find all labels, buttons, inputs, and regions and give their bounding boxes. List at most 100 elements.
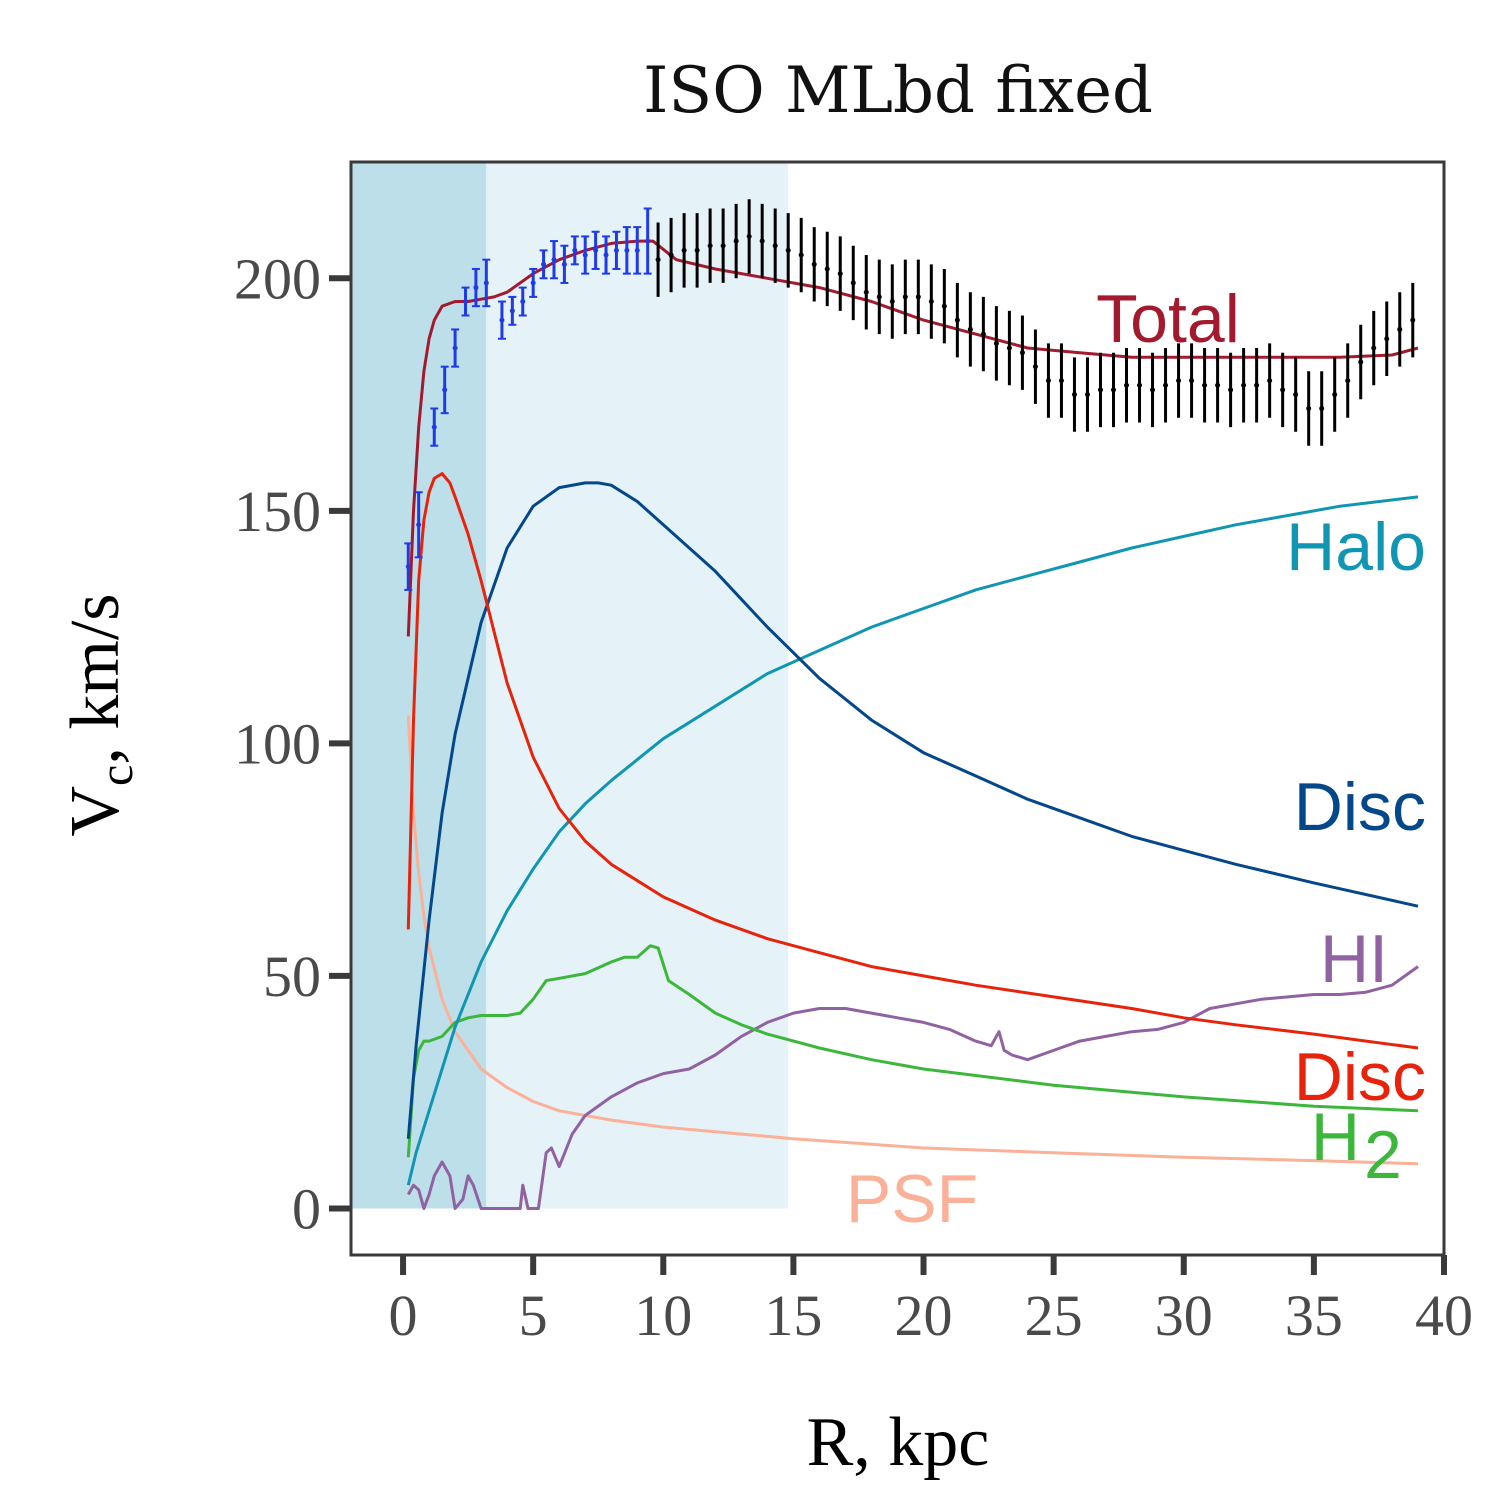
inner-observation-point	[582, 252, 588, 258]
x-tick-label: 5	[519, 1283, 548, 1348]
outer-observation-point	[1280, 387, 1286, 393]
series-label-text: PSF	[846, 1161, 978, 1237]
axes-layer: 0 5 10 15 20 25 30 35 40 0 50 100 150 200	[234, 246, 1473, 1348]
outer-observation-point	[1306, 406, 1312, 412]
series-line-bulge-disc	[406, 472, 1419, 1050]
shaded-region-2	[486, 162, 789, 1209]
outer-observation-point	[1071, 392, 1077, 398]
inner-observation-point	[561, 261, 567, 267]
outer-observation-point	[1032, 364, 1038, 370]
y-axis-label-rest: , km/s	[57, 593, 134, 764]
x-tick-label: 0	[389, 1283, 418, 1348]
series-line-psf	[406, 715, 1419, 1166]
outer-observation-point	[1345, 378, 1351, 384]
series-label-text: HI	[1320, 921, 1388, 997]
x-tick-label: 35	[1285, 1283, 1343, 1348]
outer-observation-point	[980, 331, 986, 337]
outer-observation-point	[1176, 378, 1182, 384]
outer-observation-point	[1202, 382, 1208, 388]
x-tick-label: 15	[764, 1283, 822, 1348]
series-label-halo: Halo	[1286, 509, 1426, 585]
outer-observation-point	[1084, 392, 1090, 398]
outer-observation-point	[967, 326, 973, 332]
outer-observation-point	[1124, 382, 1130, 388]
inner-observation-point	[551, 257, 557, 263]
inner-observation-point	[473, 285, 479, 291]
series-line-total	[406, 239, 1419, 637]
outer-observation-point	[1189, 378, 1195, 384]
inner-observation-point	[634, 247, 640, 253]
outer-observation-point	[1254, 382, 1260, 388]
outer-observation-point	[1045, 378, 1051, 384]
outer-observation-point	[850, 280, 856, 286]
x-tick-label: 25	[1025, 1283, 1083, 1348]
outer-observation-point	[681, 247, 687, 253]
series-label-total: Total	[1096, 281, 1240, 357]
inner-observation-point	[499, 317, 505, 323]
series-line-h2	[406, 944, 1419, 1158]
inner-observation-point	[509, 308, 515, 314]
outer-observation-point	[720, 243, 726, 249]
outer-observation-point	[746, 233, 752, 239]
inner-observation-point	[431, 424, 437, 430]
series-label-bulge-disc: Disc	[1294, 1039, 1426, 1115]
outer-observation-point	[1163, 382, 1169, 388]
outer-observation-point	[1293, 392, 1299, 398]
series-label-text: Halo	[1286, 509, 1426, 585]
series-line-halo	[406, 495, 1419, 1186]
outer-observation-point	[1058, 378, 1064, 384]
outer-observation-point	[785, 247, 791, 253]
outer-observation-point	[1110, 387, 1116, 393]
outer-observation-point	[733, 238, 739, 244]
outer-observation-point	[954, 317, 960, 323]
outer-observation-point	[798, 252, 804, 258]
outer-observation-point	[694, 247, 700, 253]
inner-observation-point	[541, 261, 547, 267]
series-label-text: Disc	[1294, 1039, 1426, 1115]
inner-observation-point	[572, 247, 578, 253]
plot-frame	[349, 160, 1446, 1257]
inner-observation-point	[593, 247, 599, 253]
outer-observation-point	[928, 299, 934, 305]
outer-observation-point	[824, 266, 830, 272]
outer-observation-point	[1097, 387, 1103, 393]
chart-title: ISO MLbd fixed	[643, 54, 1153, 128]
series-line-stellar-disc	[406, 481, 1419, 1139]
series-labels-layer: Total Disc Disc Halo H 2 HI PSF	[846, 281, 1426, 1237]
y-axis-label-sub: c	[90, 765, 143, 786]
inner-observation-point	[416, 522, 422, 528]
y-tick-label: 150	[234, 479, 321, 544]
outer-observation-point	[941, 303, 947, 309]
series-label-h2: H	[1311, 1099, 1360, 1175]
series-label-stellar-disc: Disc	[1294, 769, 1426, 845]
inner-observation-point	[452, 345, 458, 351]
outer-observation-point	[1358, 359, 1364, 365]
outer-observation-point	[1241, 382, 1247, 388]
series-label-text: Total	[1096, 281, 1240, 357]
y-axis-label: Vc, km/s	[57, 593, 143, 836]
outer-observation-point	[1410, 317, 1416, 323]
outer-observation-point	[707, 243, 713, 249]
inner-observation-point	[645, 238, 651, 244]
outer-observation-point	[902, 294, 908, 300]
x-tick-label: 10	[634, 1283, 692, 1348]
y-tick-label: 200	[234, 246, 321, 311]
outer-observation-point	[668, 252, 674, 258]
outer-observation-point	[1215, 382, 1221, 388]
inner-observation-point	[624, 247, 630, 253]
outer-observation-point	[811, 261, 817, 267]
inner-observation-point	[520, 299, 526, 305]
outer-observation-point	[915, 294, 921, 300]
outer-observation-point	[1267, 378, 1273, 384]
outer-observation-point	[993, 340, 999, 346]
y-tick-label: 100	[234, 711, 321, 776]
inner-observation-point	[530, 280, 536, 286]
observations-layer	[404, 199, 1416, 591]
series-label-text: Disc	[1294, 769, 1426, 845]
y-tick-label: 0	[292, 1176, 321, 1241]
series-label-psf: PSF	[846, 1161, 978, 1237]
series-label-text: H	[1311, 1099, 1360, 1175]
outer-observation-point	[1397, 326, 1403, 332]
inner-observation-point	[405, 564, 411, 570]
